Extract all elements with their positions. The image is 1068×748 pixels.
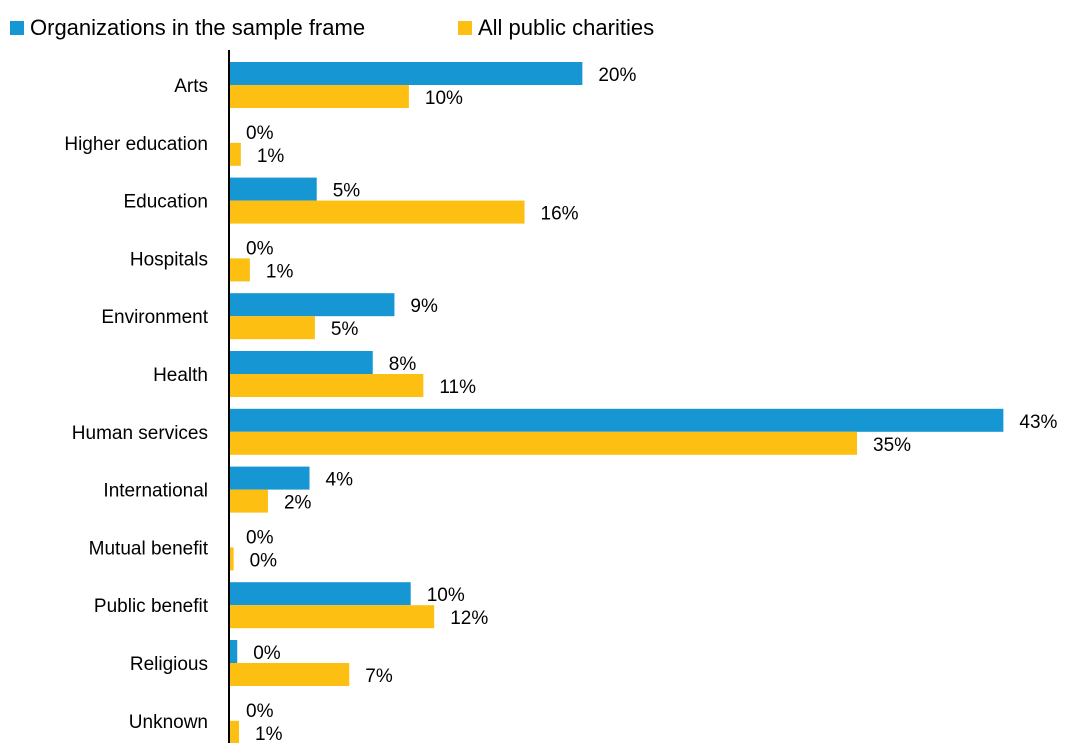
value-label-all-public-charities-unknown: 1%: [255, 724, 283, 743]
value-label-organizations-in-the-sample-frame-higher-education: 0%: [246, 123, 274, 144]
bar-organizations-in-the-sample-frame-public-benefit: [230, 582, 411, 606]
value-label-organizations-in-the-sample-frame-international: 4%: [326, 470, 354, 491]
value-label-all-public-charities-religious: 7%: [365, 666, 393, 687]
bar-organizations-in-the-sample-frame-religious: [230, 640, 238, 663]
bar-all-public-charities-environment: [230, 316, 315, 340]
bar-all-public-charities-higher-education: [230, 142, 241, 166]
value-label-all-public-charities-hospitals: 1%: [266, 261, 294, 282]
bar-organizations-in-the-sample-frame-human-services: [230, 408, 1004, 432]
category-label-religious: Religious: [130, 654, 208, 675]
bar-all-public-charities-international: [230, 489, 268, 513]
value-label-organizations-in-the-sample-frame-education: 5%: [333, 181, 361, 202]
category-label-education: Education: [123, 192, 208, 213]
bar-organizations-in-the-sample-frame-health: [230, 351, 373, 374]
value-label-organizations-in-the-sample-frame-arts: 20%: [598, 65, 636, 86]
value-label-organizations-in-the-sample-frame-health: 8%: [389, 354, 417, 375]
category-label-mutual-benefit: Mutual benefit: [89, 538, 209, 559]
bar-organizations-in-the-sample-frame-international: [230, 466, 310, 490]
category-label-international: International: [103, 481, 208, 502]
value-label-organizations-in-the-sample-frame-human-services: 43%: [1019, 412, 1057, 433]
category-label-human-services: Human services: [72, 423, 208, 444]
bar-organizations-in-the-sample-frame-education: [230, 177, 317, 201]
bar-all-public-charities-hospitals: [230, 258, 250, 282]
bar-all-public-charities-arts: [230, 85, 409, 108]
value-label-organizations-in-the-sample-frame-unknown: 0%: [246, 701, 274, 722]
category-label-environment: Environment: [101, 307, 208, 328]
category-label-arts: Arts: [174, 76, 208, 97]
bar-all-public-charities-mutual-benefit: [230, 547, 234, 571]
category-labels: Arts Higher education Education Hospitals En…: [64, 76, 208, 733]
category-label-unknown: Unknown: [129, 712, 208, 733]
category-label-hospitals: Hospitals: [130, 249, 208, 270]
value-label-organizations-in-the-sample-frame-public-benefit: 10%: [427, 585, 465, 606]
value-label-all-public-charities-education: 16%: [541, 204, 579, 225]
legend-label-all-public-charities: All public charities: [478, 15, 654, 40]
legend-swatch-organizations-in-the-sample-frame: [10, 21, 24, 35]
value-label-organizations-in-the-sample-frame-hospitals: 0%: [246, 238, 274, 259]
bar-all-public-charities-education: [230, 200, 525, 224]
value-label-all-public-charities-mutual-benefit: 0%: [250, 550, 278, 571]
value-label-all-public-charities-higher-education: 1%: [257, 146, 285, 167]
bar-organizations-in-the-sample-frame-arts: [230, 62, 583, 85]
bar-all-public-charities-human-services: [230, 431, 858, 455]
bar-all-public-charities-public-benefit: [230, 605, 435, 629]
bar-organizations-in-the-sample-frame-environment: [230, 293, 395, 317]
category-label-health: Health: [153, 365, 208, 386]
value-label-all-public-charities-public-benefit: 12%: [450, 608, 488, 629]
value-label-organizations-in-the-sample-frame-religious: 0%: [253, 643, 281, 664]
value-label-all-public-charities-arts: 10%: [425, 88, 463, 109]
category-label-public-benefit: Public benefit: [94, 596, 209, 617]
value-label-all-public-charities-human-services: 35%: [873, 435, 911, 456]
value-label-organizations-in-the-sample-frame-environment: 9%: [410, 296, 438, 317]
bar-all-public-charities-unknown: [230, 720, 240, 744]
value-label-organizations-in-the-sample-frame-mutual-benefit: 0%: [246, 527, 274, 548]
legend-label-organizations-in-the-sample-frame: Organizations in the sample frame: [30, 15, 365, 40]
category-label-higher-education: Higher education: [64, 134, 208, 155]
value-label-all-public-charities-international: 2%: [284, 493, 312, 514]
value-label-all-public-charities-environment: 5%: [331, 319, 359, 340]
legend-swatch-all-public-charities: [458, 21, 472, 35]
bars: [230, 62, 1004, 744]
value-label-all-public-charities-health: 11%: [439, 377, 476, 398]
value-labels: 20%10%0%1%5%16%0%1%9%5%8%11%43%35%4%2%0%…: [246, 65, 1058, 745]
legend: Organizations in the sample frame All pub…: [10, 15, 654, 40]
bar-all-public-charities-religious: [230, 663, 350, 686]
bar-all-public-charities-health: [230, 374, 424, 397]
